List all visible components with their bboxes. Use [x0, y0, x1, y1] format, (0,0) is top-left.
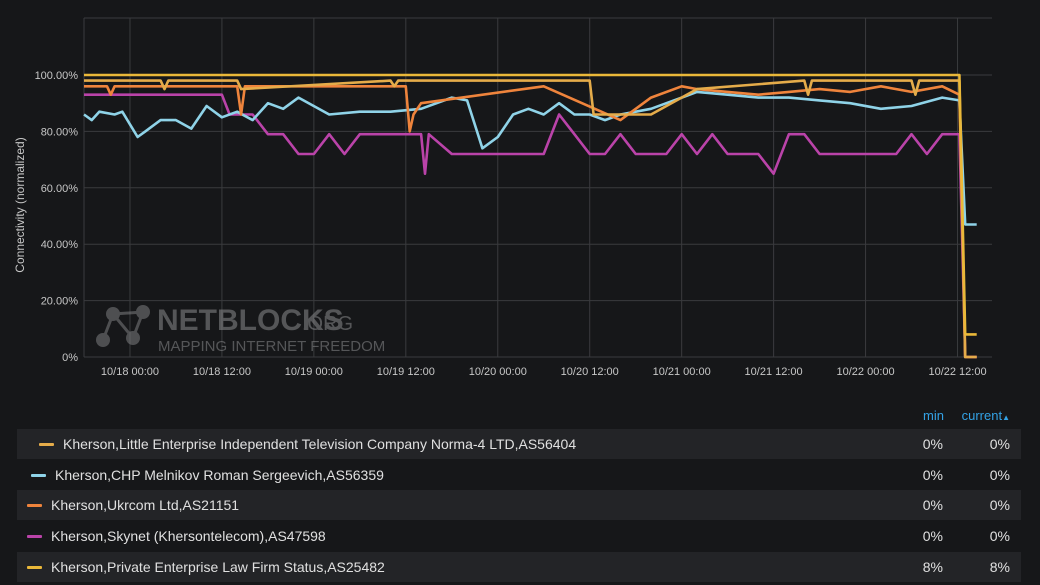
- connectivity-chart: 0% 20.00% 40.00% 60.00% 80.00% 100.00% 10/18 …: [13, 17, 992, 378]
- series-swatch: [31, 473, 46, 477]
- x-tick-label: 10/20 12:00: [561, 366, 619, 378]
- legend-header-current-label: current: [961, 408, 1003, 423]
- legend-item-current: 0%: [989, 467, 1010, 483]
- legend-item-name: Kherson,Ukrcom Ltd,AS21151: [51, 497, 240, 513]
- y-tick-label: 20.00%: [41, 296, 79, 308]
- series-line: [84, 73, 977, 336]
- legend-item-min: 0%: [922, 467, 943, 483]
- legend-header-min[interactable]: min: [923, 408, 944, 423]
- legend-item[interactable]: Kherson,Private Enterprise Law Firm Stat…: [17, 552, 1021, 582]
- legend-item-name: Kherson,Private Enterprise Law Firm Stat…: [51, 559, 385, 575]
- series-lines: [83, 73, 977, 359]
- series-line: [84, 79, 977, 359]
- legend-item-current: 0%: [989, 497, 1010, 513]
- x-tick-label: 10/20 00:00: [469, 366, 527, 378]
- series-line: [83, 90, 977, 226]
- series-swatch: [27, 534, 42, 538]
- series-swatch: [39, 442, 54, 446]
- legend-header: min current▲: [0, 408, 1040, 426]
- x-tick-label: 10/18 00:00: [101, 366, 159, 378]
- legend-item[interactable]: Kherson,CHP Melnikov Roman Sergeevich,AS…: [17, 460, 1021, 490]
- legend-item-min: 0%: [922, 436, 943, 452]
- y-tick-label: 100.00%: [35, 70, 79, 82]
- series-line: [84, 85, 977, 359]
- series-line: [84, 93, 977, 359]
- watermark-suffix: .ORG: [302, 313, 353, 335]
- legend-item-name: Kherson,Little Enterprise Independent Te…: [63, 436, 577, 452]
- legend-item-current: 0%: [989, 436, 1010, 452]
- legend-item[interactable]: Kherson,Ukrcom Ltd,AS21151 0% 0%: [17, 490, 1021, 520]
- netblocks-logo-icon: [96, 305, 150, 347]
- legend-item-current: 8%: [989, 559, 1010, 575]
- y-tick-label: 40.00%: [41, 239, 79, 251]
- series-swatch: [27, 565, 42, 569]
- legend-item[interactable]: Kherson,Skynet (Khersontelecom),AS47598 …: [17, 521, 1021, 551]
- x-tick-label: 10/22 12:00: [928, 366, 986, 378]
- watermark-brand: NETBLOCKS: [157, 304, 344, 337]
- sort-ascending-icon: ▲: [1002, 413, 1010, 422]
- y-tick-label: 0%: [62, 352, 78, 364]
- legend-item-min: 8%: [922, 559, 943, 575]
- legend-item-min: 0%: [922, 497, 943, 513]
- x-tick-label: 10/22 00:00: [837, 366, 895, 378]
- legend-item-name: Kherson,Skynet (Khersontelecom),AS47598: [51, 528, 326, 544]
- watermark-tagline: MAPPING INTERNET FREEDOM: [158, 338, 385, 355]
- legend-header-current[interactable]: current▲: [962, 408, 1010, 423]
- y-axis: 0% 20.00% 40.00% 60.00% 80.00% 100.00%: [35, 70, 79, 364]
- netblocks-watermark: NETBLOCKS .ORG MAPPING INTERNET FREEDOM: [96, 304, 385, 355]
- series-swatch: [27, 503, 42, 507]
- x-tick-label: 10/19 12:00: [377, 366, 435, 378]
- legend-item-current: 0%: [989, 528, 1010, 544]
- x-tick-label: 10/21 00:00: [653, 366, 711, 378]
- x-axis: 10/18 00:00 10/18 12:00 10/19 00:00 10/19 1…: [101, 366, 987, 378]
- x-tick-label: 10/18 12:00: [193, 366, 251, 378]
- x-tick-label: 10/19 00:00: [285, 366, 343, 378]
- y-tick-label: 80.00%: [41, 126, 79, 138]
- y-axis-title: Connectivity (normalized): [13, 137, 27, 272]
- legend-item[interactable]: Kherson,Little Enterprise Independent Te…: [17, 429, 1021, 459]
- legend-item-name: Kherson,CHP Melnikov Roman Sergeevich,AS…: [55, 467, 384, 483]
- legend-item-min: 0%: [922, 528, 943, 544]
- y-tick-label: 60.00%: [41, 183, 79, 195]
- x-tick-label: 10/21 12:00: [745, 366, 803, 378]
